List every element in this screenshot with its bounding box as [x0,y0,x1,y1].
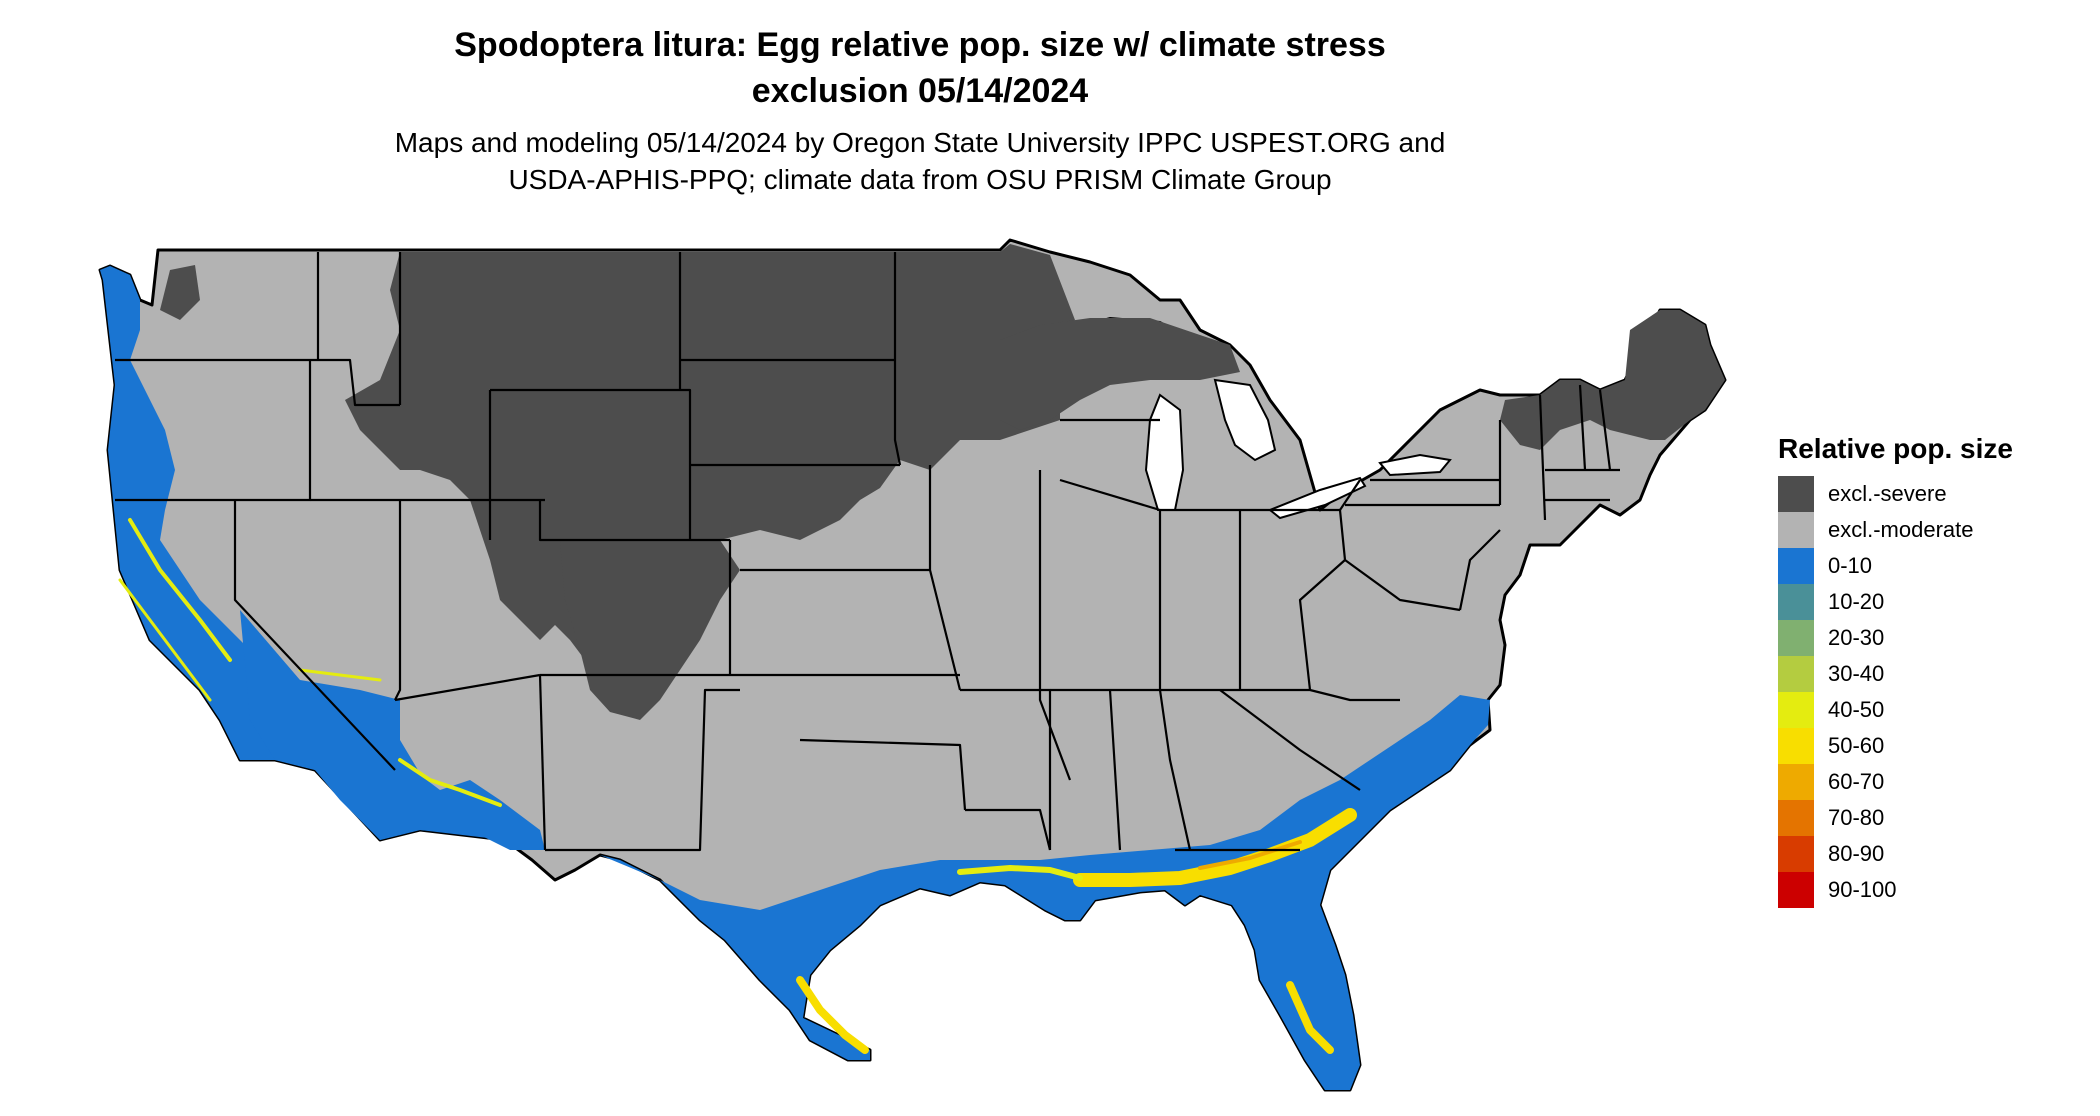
legend-label: 40-50 [1828,697,1885,722]
legend-item: 80-90 [1778,836,2078,872]
legend-swatch [1778,764,1814,800]
band-az-yellow [398,758,502,807]
legend-swatch [1778,476,1814,512]
map-subtitle: Maps and modeling 05/14/2024 by Oregon S… [180,124,1660,198]
legend-label: excl.-moderate [1828,517,1974,542]
legend-label: 0-10 [1828,553,1873,578]
legend-item: 10-20 [1778,584,2078,620]
title-line-2: exclusion 05/14/2024 [751,72,1089,110]
zone-excl-severe-north [345,244,1075,670]
band-ca-yellow-2 [118,578,212,702]
legend-item: 0-10 [1778,548,2078,584]
legend-label: 90-100 [1828,877,1897,902]
band-se-coastal-yellow [1073,808,1357,887]
zone-warm-bands [118,518,1357,1054]
legend-item: 30-40 [1778,656,2078,692]
legend-swatch [1778,836,1814,872]
legend-rows: excl.-severe excl.-moderate 0-10 10-20 20-30… [1778,476,2078,908]
title-line-1: Spodoptera litura: Egg relative pop. siz… [454,26,1386,64]
legend-label: 20-30 [1828,625,1885,650]
subtitle-line-2: USDA-APHIS-PPQ; climate data from OSU PR… [508,164,1332,195]
legend-item: 50-60 [1778,728,2078,764]
legend-label: excl.-severe [1828,481,1947,506]
zone-0-10-gulf-southeast [600,695,1490,1090]
legend-swatch [1778,512,1814,548]
legend-swatch [1778,800,1814,836]
legend-swatch [1778,620,1814,656]
legend-item: excl.-severe [1778,476,2078,512]
band-ca-yellow-1 [128,518,232,662]
legend-label: 80-90 [1828,841,1885,866]
zone-excl-severe-new-england [1500,310,1725,450]
lake-huron [1213,378,1277,462]
band-tx-yellow [796,976,869,1054]
map-title: Spodoptera litura: Egg relative pop. siz… [180,22,1660,114]
legend-item: 60-70 [1778,764,2078,800]
subtitle-line-1: Maps and modeling 05/14/2024 by Oregon S… [394,127,1446,158]
state-borders [115,252,1620,852]
legend-swatch [1778,692,1814,728]
legend-item: 20-30 [1778,620,2078,656]
band-fl-yellow [1286,981,1334,1054]
band-gulf-yellow [957,865,1083,881]
legend-item: excl.-moderate [1778,512,2078,548]
zone-excl-severe-upper-midwest [1000,318,1240,430]
legend-item: 90-100 [1778,872,2078,908]
zone-0-10-southwest-desert [240,610,545,850]
zone-excl-severe-northwest [160,265,200,320]
legend-swatch [1778,872,1814,908]
legend-item: 70-80 [1778,800,2078,836]
legend-label: 70-80 [1828,805,1885,830]
legend-swatch [1778,656,1814,692]
legend-label: 10-20 [1828,589,1885,614]
legend-swatch [1778,728,1814,764]
zone-0-10-west-coast [100,266,540,850]
lake-erie [1268,476,1367,520]
legend-label: 60-70 [1828,769,1885,794]
lake-ontario [1378,453,1452,477]
legend-label: 50-60 [1828,733,1885,758]
legend-swatch [1778,548,1814,584]
legend-label: 30-40 [1828,661,1885,686]
band-nv-yellow [298,668,382,682]
legend-item: 40-50 [1778,692,2078,728]
band-se-coastal-orange [1198,840,1302,870]
legend-title: Relative pop. size [1778,433,2013,464]
map-legend: Relative pop. size excl.-severe excl.-mod… [1778,432,2078,908]
legend-swatch [1778,584,1814,620]
